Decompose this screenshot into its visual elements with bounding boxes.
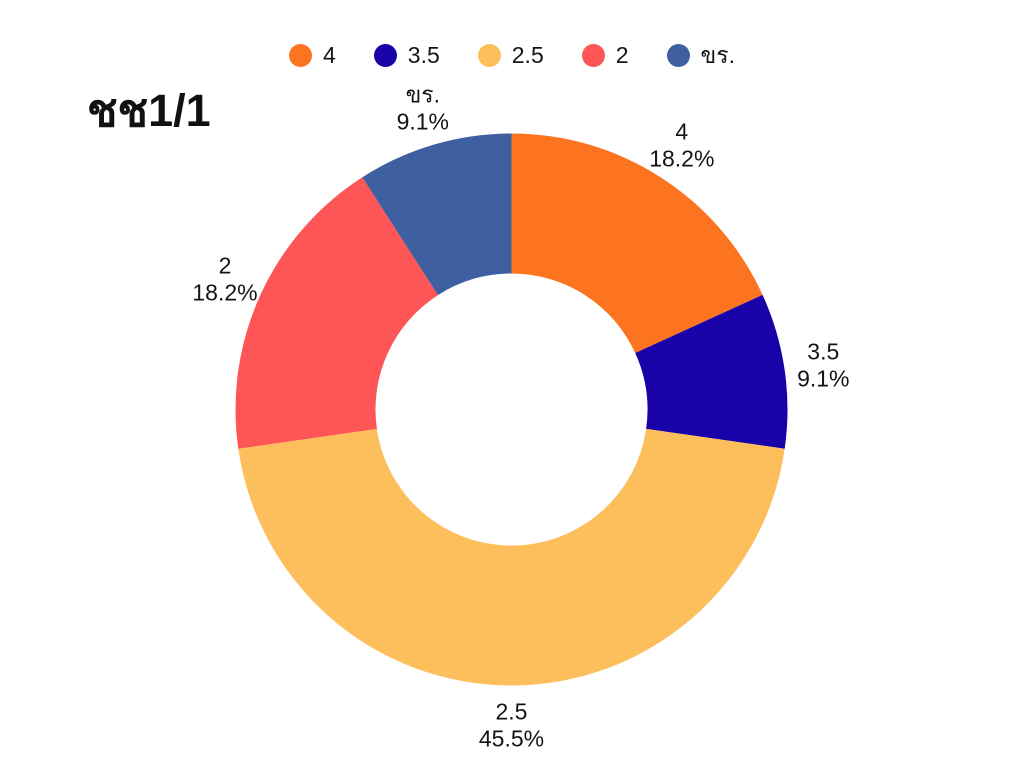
chart-title: ชช1/1 [87, 85, 211, 136]
slice-label-2: 2 18.2% [192, 253, 257, 306]
legend-swatch-icon [581, 44, 605, 67]
slice-label-4: 4 18.2% [649, 119, 714, 172]
legend-swatch-icon [373, 44, 397, 67]
pie-slice-ขร. [362, 133, 512, 296]
legend-label: 2.5 [511, 42, 544, 68]
legend-label: 2 [615, 42, 629, 68]
legend-swatch-icon [477, 44, 501, 67]
pie-slice-2.5 [238, 428, 785, 686]
pie-slice-2 [235, 177, 438, 449]
legend-item: 2 [581, 42, 629, 68]
legend-swatch-icon [666, 44, 690, 67]
slice-label-3.5: 3.5 9.1% [797, 339, 849, 392]
legend-label: ขร. [700, 42, 736, 68]
legend-item: 4 [288, 42, 336, 68]
legend-item: ขร. [666, 42, 736, 68]
legend-swatch-icon [288, 44, 312, 67]
slice-label-2.5: 2.5 45.5% [479, 699, 544, 752]
legend-label: 3.5 [407, 42, 440, 68]
chart-legend: 4 3.5 2.5 2 ขร. [0, 44, 1024, 67]
pie-slice-4 [511, 133, 763, 353]
legend-item: 3.5 [373, 42, 440, 68]
legend-label: 4 [322, 42, 336, 68]
slice-label-ขร.: ขร. 9.1% [397, 81, 449, 134]
legend-item: 2.5 [477, 42, 544, 68]
pie-slice-3.5 [635, 294, 788, 449]
